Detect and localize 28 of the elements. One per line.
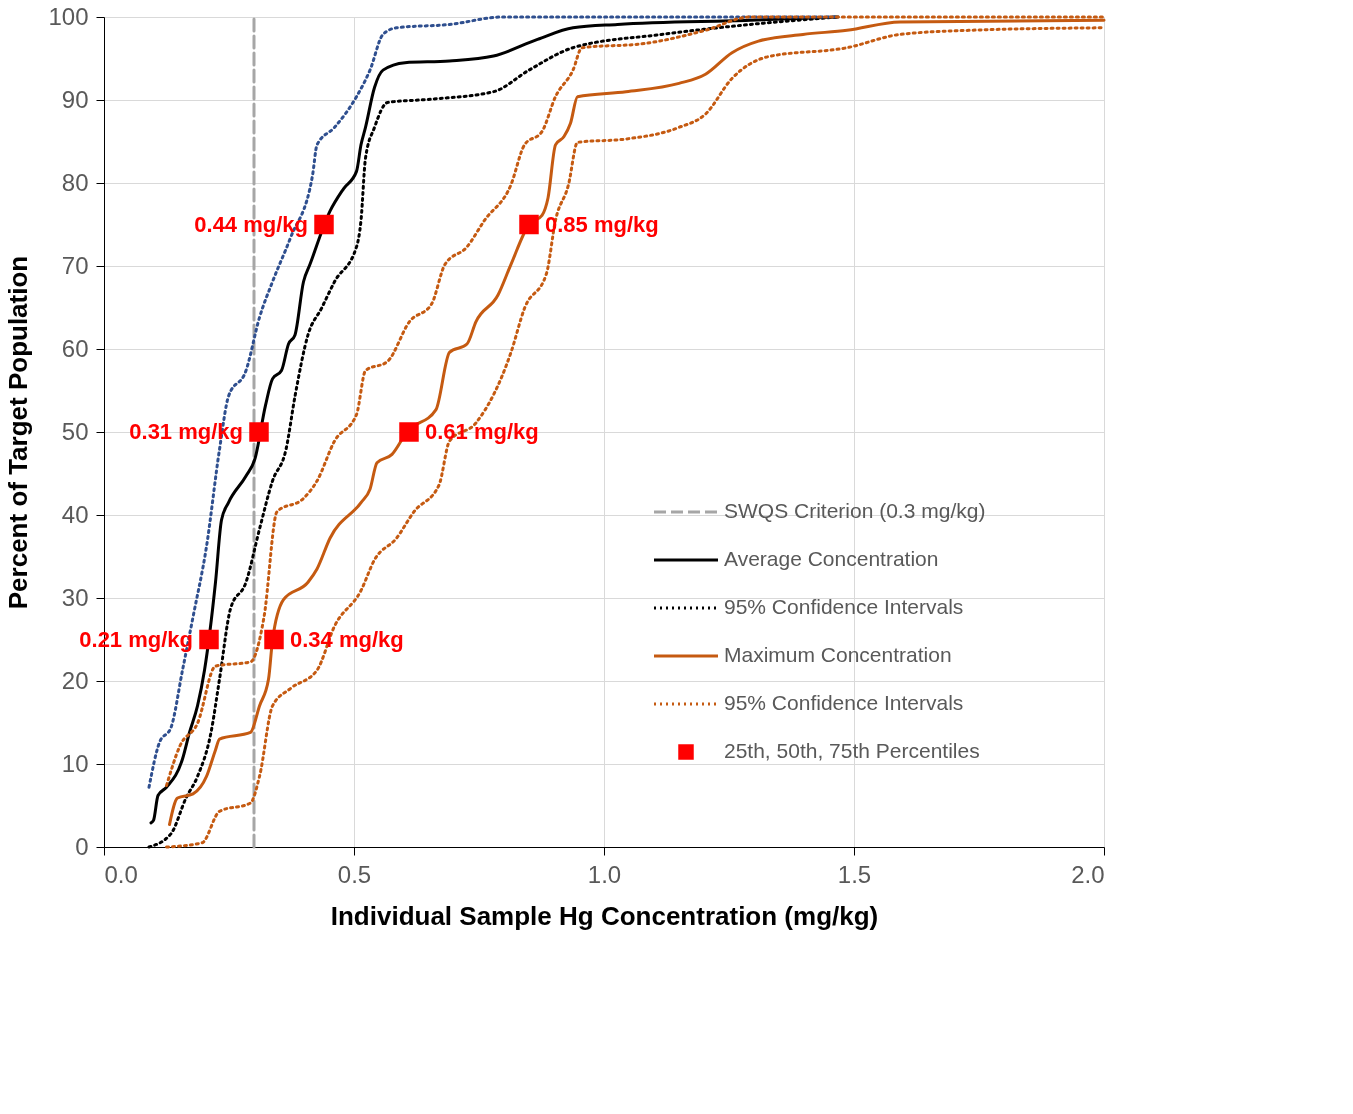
y-tick-label: 80 [61,168,89,196]
annotation: 0.85 mg/kg [545,211,659,237]
legend-label: 25th, 50th, 75th Percentiles [724,739,980,762]
legend-label: SWQS Criterion (0.3 mg/kg) [724,499,986,522]
x-tick-label: 2.0 [1071,860,1105,888]
y-tick-label: 60 [61,334,89,362]
y-tick-label: 10 [61,749,89,777]
legend-label: 95% Confidence Intervals [724,691,964,714]
y-tick-label: 30 [61,583,89,611]
annotation: 0.31 mg/kg [129,419,243,444]
y-tick-label: 90 [61,85,89,113]
y-tick-label: 0 [75,832,89,860]
y-tick-label: 20 [61,666,89,694]
y-tick-label: 100 [48,2,89,30]
legend-label: Average Concentration [724,547,939,570]
y-axis-title: Percent of Target Population [3,255,34,610]
legend-label: 95% Confidence Intervals [724,595,964,618]
x-tick-label: 1.0 [587,860,622,888]
annotation: 0.61 mg/kg [425,419,539,444]
y-tick-label: 70 [61,251,89,279]
y-tick-label: 40 [61,500,89,528]
x-tick-label: 0.0 [104,860,138,888]
x-tick-label: 0.5 [337,860,372,888]
legend-label: Maximum Concentration [724,643,952,666]
x-axis-title: Individual Sample Hg Concentration (mg/kg) [330,900,879,931]
x-tick-label: 1.5 [837,860,872,888]
y-tick-label: 50 [61,417,89,445]
annotation: 0.44 mg/kg [194,211,308,237]
